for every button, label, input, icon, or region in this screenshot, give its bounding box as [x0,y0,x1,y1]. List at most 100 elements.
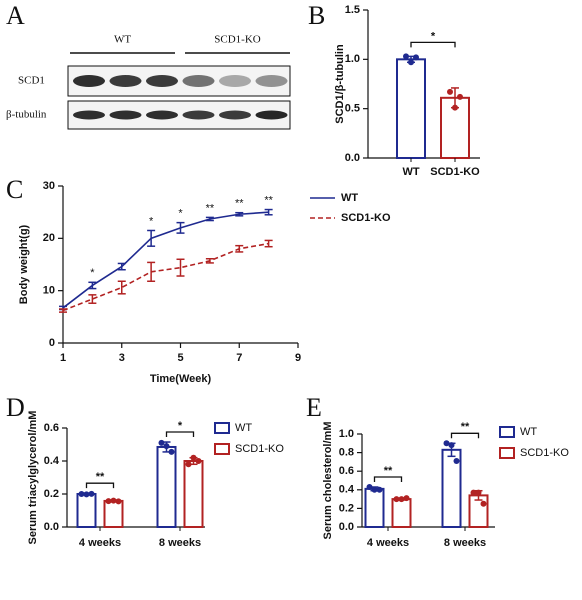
blot-band [73,110,105,120]
row-label: β-tubulin [6,109,47,121]
blot-band [182,110,215,120]
y-tick-label: 0 [49,337,55,349]
significance-bracket [85,482,115,489]
y-axis-label: Serum cholesterol/mM [322,422,334,540]
legend-label: WT [341,192,358,204]
y-tick-label: 20 [43,232,55,244]
blot-band [146,75,178,87]
significance-label: ** [206,202,215,214]
y-tick-label: 10 [43,285,55,297]
data-point [185,461,192,468]
data-point [457,93,463,100]
y-tick-label: 0.0 [345,152,360,164]
data-point [408,59,414,66]
x-tick-label: 4 weeks [79,537,121,549]
significance-label: * [178,420,183,432]
group-label: SCD1-KO [214,34,261,46]
bar [76,493,97,528]
bar [156,445,177,529]
significance-label: * [178,208,183,220]
significance-bracket [165,431,195,438]
panel-letter: C [6,175,23,204]
significance-bracket [373,476,403,483]
data-point [366,484,373,491]
significance-label: * [149,215,154,227]
significance-label: ** [96,471,105,483]
legend-swatch [214,422,230,434]
legend-label: WT [520,426,537,438]
y-axis-label: Body weight(g) [18,224,30,304]
y-tick-label: 30 [43,180,55,192]
y-axis-label: SCD1/β-tubulin [334,44,346,124]
blot-band [255,75,288,87]
legend-label: SCD1-KO [341,212,391,224]
y-tick-label: 0.0 [339,521,354,533]
data-point [393,496,400,503]
blot-band [73,75,105,87]
y-tick-label: 1.5 [345,4,360,16]
y-tick-label: 0.0 [44,521,59,533]
x-axis-label: Time(Week) [150,373,212,385]
significance-label: * [431,30,436,42]
x-tick-label: 8 weeks [444,537,486,549]
data-point [158,439,165,446]
x-tick-label: 1 [60,352,66,364]
x-tick-label: 5 [177,352,183,364]
data-point [448,442,455,449]
data-point [453,457,460,464]
significance-label: * [90,267,95,279]
data-point [163,443,170,450]
y-tick-label: 0.4 [339,484,355,496]
x-tick-label: SCD1-KO [430,166,480,178]
data-point [398,496,405,503]
bar [183,460,204,528]
data-point [371,486,378,493]
series-line [62,242,269,312]
x-tick-label: WT [402,166,419,178]
significance-bracket [410,41,456,48]
x-tick-label: 9 [295,352,301,364]
legend-label: SCD1-KO [235,443,284,455]
y-tick-label: 1.0 [339,428,354,440]
group-label: WT [114,34,131,46]
y-tick-label: 0.6 [44,422,59,434]
panel-letter: A [6,1,25,30]
data-point [83,491,90,498]
x-tick-label: 7 [236,352,242,364]
data-point [403,495,410,502]
series-line [62,211,269,309]
y-tick-label: 0.2 [44,488,59,500]
blot-band [255,110,288,120]
bar [364,487,385,528]
panel-letter: D [6,393,25,422]
bar [396,58,426,159]
y-tick-label: 0.8 [339,447,354,459]
panel-letter: B [308,1,325,30]
x-tick-label: 4 weeks [367,537,409,549]
bar [103,499,124,528]
y-tick-label: 0.2 [339,502,354,514]
blot-band [109,75,142,87]
data-point [475,489,482,496]
x-tick-label: 3 [119,352,125,364]
data-point [168,448,175,455]
legend-label: WT [235,422,252,434]
data-point [376,486,383,493]
y-tick-label: 0.6 [339,465,354,477]
significance-label: ** [264,194,273,206]
y-axis-label: Serum triacylglycerol/mM [27,411,39,545]
data-point [443,440,450,447]
blot-band [146,110,178,120]
data-point [403,53,409,60]
significance-label: ** [461,421,470,433]
significance-bracket [450,432,480,439]
data-point [105,498,112,505]
bar [391,498,412,529]
y-tick-label: 0.5 [345,103,360,115]
data-point [88,490,95,497]
data-point [78,491,85,497]
legend-swatch [214,443,230,455]
significance-label: ** [235,198,244,210]
row-label: SCD1 [18,75,45,87]
